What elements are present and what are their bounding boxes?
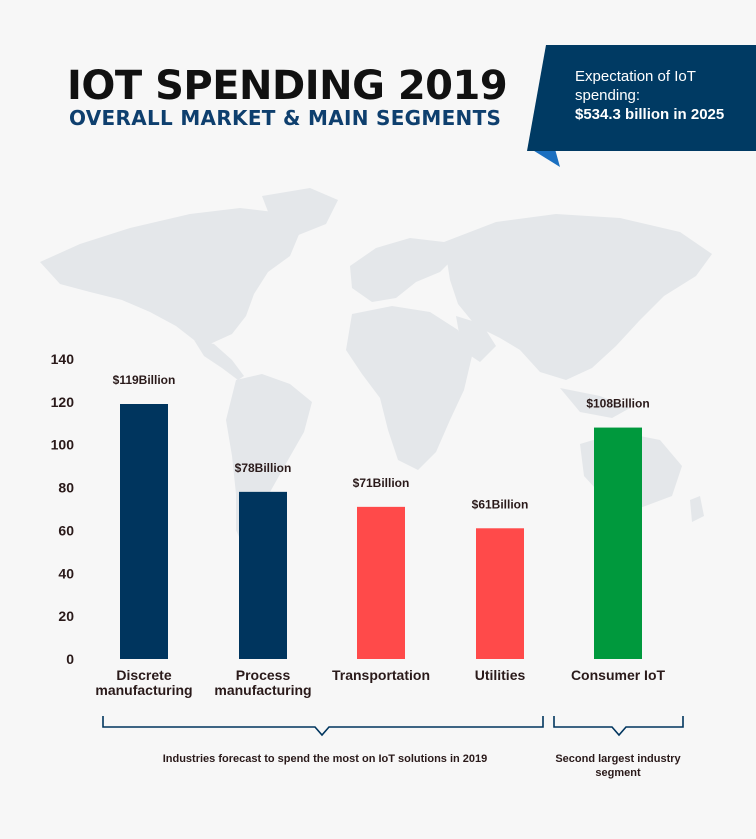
y-tick-label: 80: [58, 480, 74, 496]
brace-consumer: [553, 716, 684, 737]
map-north-america: [40, 208, 300, 344]
callout-fold: [527, 149, 560, 167]
bar: [594, 427, 642, 659]
map-arabia: [456, 316, 496, 362]
callout-banner: Expectation of IoT spending: $534.3 bill…: [527, 45, 756, 167]
callout-text: Expectation of IoT spending: $534.3 bill…: [575, 67, 755, 124]
map-asia: [444, 214, 712, 380]
bar: [239, 491, 287, 659]
y-tick-label: 0: [66, 651, 74, 667]
category-labels: Discrete manufacturing Process manufacturin…: [95, 667, 665, 698]
value-label: $78Billion: [235, 461, 292, 475]
value-label: $61Billion: [472, 497, 529, 511]
y-axis: 0 20 40 60 80 100 120 140: [51, 351, 75, 667]
y-tick-label: 120: [51, 394, 75, 410]
annotation-consumer: Second largest industry segment: [555, 753, 681, 779]
category-label: Consumer IoT: [571, 667, 666, 683]
callout-line1: Expectation of IoT spending:: [575, 68, 696, 104]
y-tick-label: 140: [51, 351, 75, 367]
map-southeast-asia: [560, 388, 630, 418]
annotation-industries: Industries forecast to spend the most on…: [162, 753, 488, 765]
value-label: $108Billion: [586, 397, 649, 411]
value-labels: $119Billion $78Billion $71Billion $61Billio…: [113, 373, 650, 511]
map-africa: [346, 306, 472, 470]
page-subtitle: OVERALL MARKET & MAIN SEGMENTS: [69, 106, 502, 130]
value-label: $119Billion: [113, 373, 176, 387]
bar: [476, 528, 524, 659]
category-label: Transportation: [332, 667, 430, 683]
map-greenland: [262, 188, 338, 236]
callout-background: [527, 45, 756, 151]
y-tick-label: 40: [58, 565, 74, 581]
category-label: Process manufacturing: [214, 667, 311, 698]
callout-line2: $534.3 billion in 2025: [575, 106, 725, 123]
bar: [120, 404, 168, 659]
bars: [120, 404, 642, 659]
value-label: $71Billion: [353, 476, 410, 490]
callout-shape: [527, 45, 756, 167]
map-new-zealand: [690, 496, 704, 522]
bar: [357, 506, 405, 659]
category-label: Utilities: [475, 667, 526, 683]
y-tick-label: 60: [58, 522, 74, 538]
brace-industries: [102, 716, 544, 737]
y-tick-label: 20: [58, 608, 74, 624]
map-central-america: [194, 340, 244, 380]
group-braces: [102, 716, 684, 737]
page-title: IOT SPENDING 2019: [67, 63, 508, 109]
y-tick-label: 100: [51, 437, 75, 453]
category-label: Discrete manufacturing: [95, 667, 192, 698]
map-europe: [350, 238, 456, 302]
world-map-background: [40, 188, 712, 548]
